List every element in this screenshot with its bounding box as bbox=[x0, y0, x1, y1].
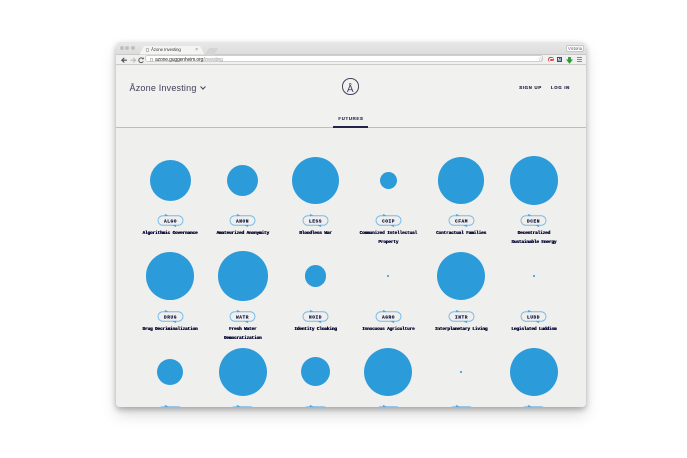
svg-text:COIP: COIP bbox=[382, 218, 395, 224]
svg-text:DRUG: DRUG bbox=[164, 314, 177, 320]
svg-text:DCEN: DCEN bbox=[527, 218, 540, 224]
svg-text:WATR: WATR bbox=[236, 314, 249, 320]
svg-text:AGRO: AGRO bbox=[382, 314, 395, 320]
svg-text:NOID: NOID bbox=[309, 314, 322, 320]
svg-text:LESS: LESS bbox=[309, 218, 322, 224]
svg-text:CFAM: CFAM bbox=[455, 218, 468, 224]
svg-text:INTR: INTR bbox=[455, 314, 468, 320]
svg-text:ANON: ANON bbox=[236, 218, 249, 224]
svg-text:LUDD: LUDD bbox=[527, 314, 540, 320]
svg-text:ALGO: ALGO bbox=[164, 218, 177, 224]
